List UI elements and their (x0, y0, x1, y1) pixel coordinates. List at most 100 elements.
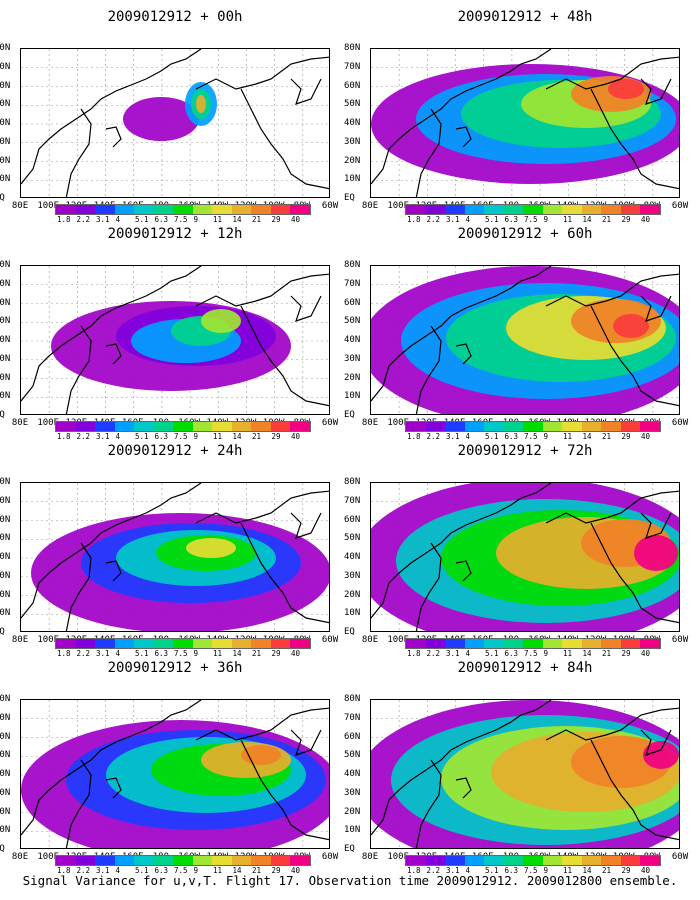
lat-tick-label: 60N (344, 514, 361, 525)
colorbar-swatch (114, 639, 134, 648)
lat-tick-label: 30N (0, 353, 11, 364)
lat-tick-label: 40N (344, 769, 361, 779)
colorbar-label: 29 (271, 215, 281, 224)
lat-tick-label: 50N (344, 316, 361, 327)
lon-tick-label: 100E (37, 635, 60, 645)
colorbar-swatch (153, 856, 173, 865)
colorbar-swatch (270, 422, 290, 431)
coastline (590, 88, 679, 190)
colorbar-swatch (445, 205, 465, 214)
colorbar-label: 5.1 (485, 215, 499, 224)
colorbar-swatch (114, 205, 134, 214)
colorbar-label: 11 (213, 215, 223, 224)
coastline (270, 273, 329, 297)
colorbar-swatch (134, 639, 154, 648)
coastline (371, 700, 552, 836)
panel-title: 2009012912 + 36h (107, 660, 243, 676)
colorbar-label: 21 (252, 866, 262, 875)
colorbar-swatch (56, 205, 76, 214)
lon-tick-label: 100E (37, 852, 60, 862)
colorbar-swatch (445, 856, 465, 865)
colorbar-label: 5.1 (135, 649, 149, 658)
colorbar-label: 3.1 (96, 649, 110, 658)
lat-tick-label: 80N (344, 260, 361, 270)
coastline (415, 759, 442, 848)
colorbar-label: 21 (602, 866, 612, 875)
colorbar-swatch (114, 422, 134, 431)
colorbar-swatch (75, 422, 95, 431)
lat-tick-label: 10N (0, 174, 11, 185)
coastline (371, 483, 552, 619)
lat-tick-label: 30N (0, 136, 11, 147)
colorbar-swatch (270, 856, 290, 865)
colorbar-swatch (640, 856, 660, 865)
lon-tick-label: 80E (11, 852, 29, 862)
colorbar-label: 4 (115, 215, 121, 224)
colorbar-label: 9 (193, 649, 199, 658)
map-plot (21, 700, 329, 848)
colorbar-label: 4 (465, 866, 471, 875)
colorbar-label: 40 (291, 649, 301, 658)
lon-tick-label: 80E (361, 635, 379, 645)
colorbar-label: 7.5 (524, 215, 538, 224)
lat-tick-label: 50N (0, 99, 11, 110)
colorbar-label: 7.5 (524, 432, 538, 441)
colorbar-swatch (425, 422, 445, 431)
colorbar-swatch (523, 422, 543, 431)
variance-map (370, 482, 680, 632)
lon-tick-label: 60W (321, 852, 339, 862)
lat-tick-label: 40N (0, 769, 11, 779)
variance-contour (613, 314, 649, 338)
colorbar (55, 204, 311, 215)
colorbar-label: 29 (621, 866, 631, 875)
panel-title: 2009012912 + 24h (107, 443, 243, 459)
panel-title: 2009012912 + 72h (457, 443, 593, 459)
colorbar-swatch (464, 639, 484, 648)
colorbar-label: 11 (563, 866, 573, 875)
coastline (105, 560, 122, 582)
colorbar-swatch (251, 639, 271, 648)
colorbar-swatch (231, 639, 251, 648)
colorbar-swatch (406, 856, 426, 865)
lat-tick-label: 20N (0, 806, 11, 817)
colorbar-swatch (562, 856, 582, 865)
colorbar-label: 2.2 (76, 432, 91, 441)
colorbar-label: 4 (465, 649, 471, 658)
forecast-panel: 2009012912 + 24h 80N 70N 60N 50N 40N 30N 20N 10N… (0, 442, 350, 658)
coastline (21, 483, 202, 619)
coastline (620, 56, 679, 80)
colorbar-label: 5.1 (485, 649, 499, 658)
colorbar-swatch (425, 856, 445, 865)
colorbar-label: 5.1 (485, 432, 499, 441)
lat-tick-label: 20N (344, 372, 361, 383)
colorbar-swatch (620, 856, 640, 865)
coastline (455, 560, 472, 582)
colorbar-swatch (251, 205, 271, 214)
colorbar-swatch (212, 205, 232, 214)
figure-caption: Signal Variance for u,v,T. Flight 17. Ob… (22, 873, 678, 888)
lat-tick-label: 80N (0, 43, 11, 53)
colorbar-label: 7.5 (174, 215, 188, 224)
colorbar-swatch (620, 422, 640, 431)
colorbar-label: 40 (291, 866, 301, 875)
colorbar-labels: 1.8 2.2 3.1 4 5.1 6.3 7.5 9 11 14 21 29 40 (55, 867, 325, 876)
lat-tick-label: 10N (0, 391, 11, 402)
lat-tick-label: 30N (0, 787, 11, 798)
coastline (640, 512, 672, 539)
coastline (65, 759, 92, 848)
colorbar (55, 638, 311, 649)
colorbar (405, 638, 661, 649)
lon-tick-label: 80E (11, 635, 29, 645)
variance-contour (123, 97, 199, 141)
colorbar-label: 5.1 (135, 432, 149, 441)
coastline (415, 108, 442, 197)
coastline (240, 88, 329, 190)
colorbar-swatch (503, 639, 523, 648)
lat-tick-label: 70N (0, 712, 11, 723)
colorbar-label: 4 (115, 866, 121, 875)
colorbar (405, 204, 661, 215)
lat-tick-label: 40N (0, 118, 11, 128)
coastline (545, 512, 622, 524)
variance-map (20, 48, 330, 198)
colorbar-label: 14 (582, 649, 592, 658)
